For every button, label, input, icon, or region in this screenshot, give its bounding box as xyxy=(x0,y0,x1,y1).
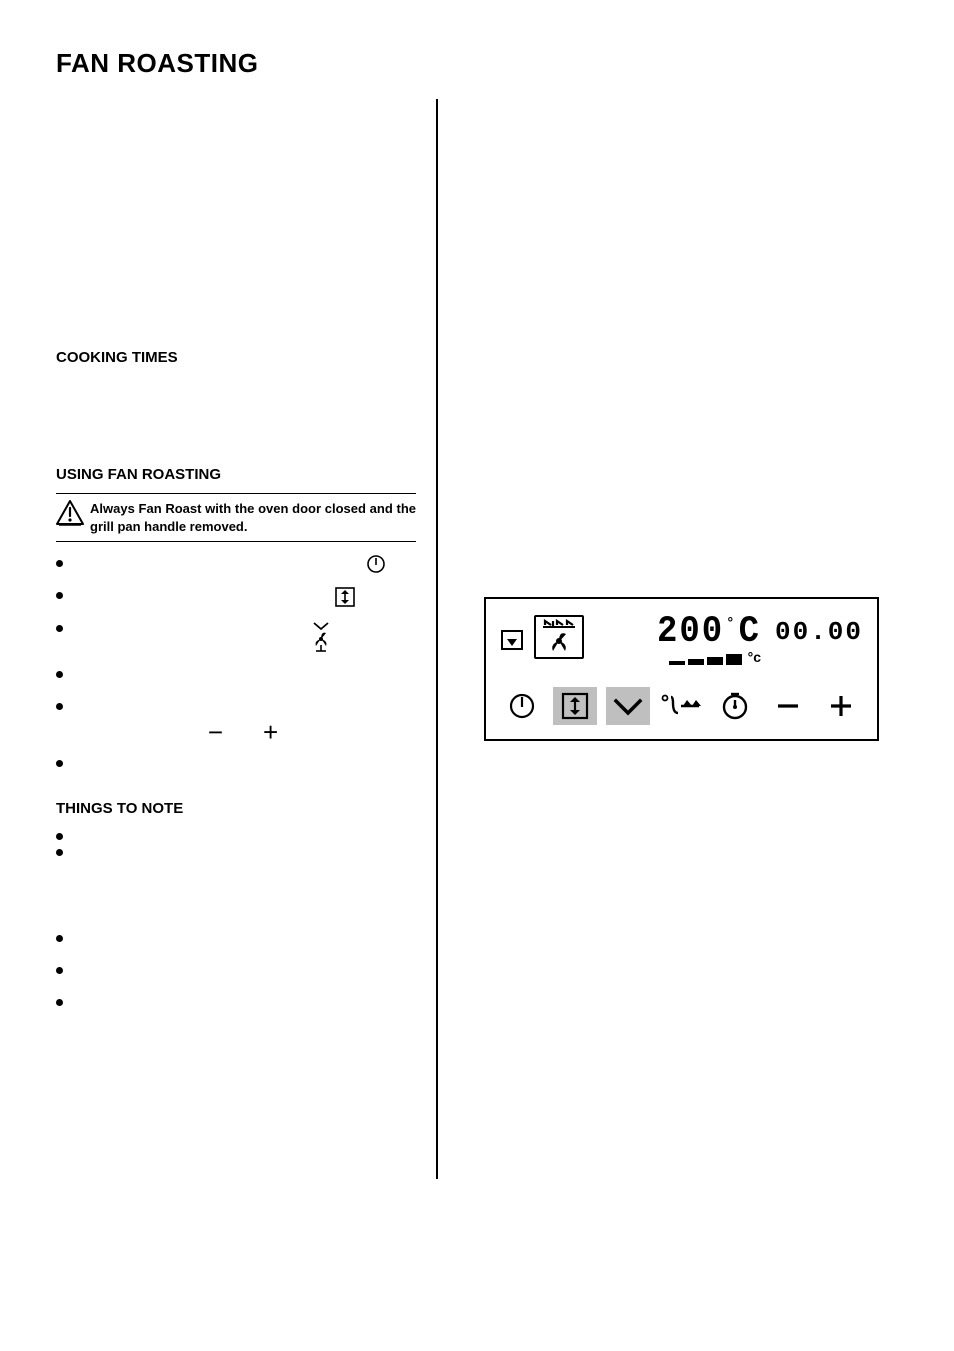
page-title: FAN ROASTING xyxy=(56,48,898,79)
warning-rule-bottom xyxy=(56,541,416,542)
display-button-row xyxy=(500,687,863,725)
list-item xyxy=(70,961,416,987)
warning-icon xyxy=(56,500,84,526)
warning-block: Always Fan Roast with the oven door clos… xyxy=(56,498,416,537)
time-readout: 00.00 xyxy=(775,619,863,665)
temperature-run-button-icon[interactable] xyxy=(659,687,703,725)
list-item xyxy=(70,665,416,691)
heat-level-bars xyxy=(669,654,742,665)
minus-button-icon[interactable] xyxy=(766,687,810,725)
section-things-to-note: THINGS TO NOTE xyxy=(56,800,416,817)
chevron-down-button-icon[interactable] xyxy=(606,687,650,725)
list-item xyxy=(70,586,416,613)
list-item xyxy=(70,929,416,955)
power-icon xyxy=(366,554,386,574)
oven-updown-icon xyxy=(334,586,356,608)
celsius-c: C xyxy=(739,613,761,650)
temperature-value: 200 xyxy=(657,613,724,650)
fan-roast-icon xyxy=(306,619,336,653)
warning-text: Always Fan Roast with the oven door clos… xyxy=(90,500,416,535)
right-column: 200 ° C °c xyxy=(438,99,898,1199)
plus-button-icon[interactable] xyxy=(819,687,863,725)
list-item xyxy=(70,827,416,841)
list-item xyxy=(70,993,416,1019)
list-item xyxy=(70,619,416,659)
warning-rule-top xyxy=(56,493,416,494)
oven-display-panel: 200 ° C °c xyxy=(484,597,879,741)
list-item xyxy=(70,554,416,580)
oven-function-button-icon[interactable] xyxy=(553,687,597,725)
degree-symbol: ° xyxy=(726,617,736,631)
list-item xyxy=(70,754,416,780)
using-steps-list: − + xyxy=(56,554,416,780)
temperature-readout: 200 ° C °c xyxy=(657,615,761,665)
clock-button-icon[interactable] xyxy=(713,687,757,725)
power-button-icon[interactable] xyxy=(500,687,544,725)
section-cooking-times: COOKING TIMES xyxy=(56,349,416,366)
plus-icon: + xyxy=(263,717,278,748)
things-list xyxy=(56,827,416,1019)
list-item xyxy=(70,843,416,923)
section-using-fan-roasting: USING FAN ROASTING xyxy=(56,466,416,483)
oven-small-indicator-icon xyxy=(500,629,524,656)
left-column: COOKING TIMES USING FAN ROASTING Always … xyxy=(56,99,436,1199)
minus-icon: − xyxy=(208,717,223,748)
fan-roast-mode-icon xyxy=(534,615,584,659)
list-item: − + xyxy=(70,697,416,748)
